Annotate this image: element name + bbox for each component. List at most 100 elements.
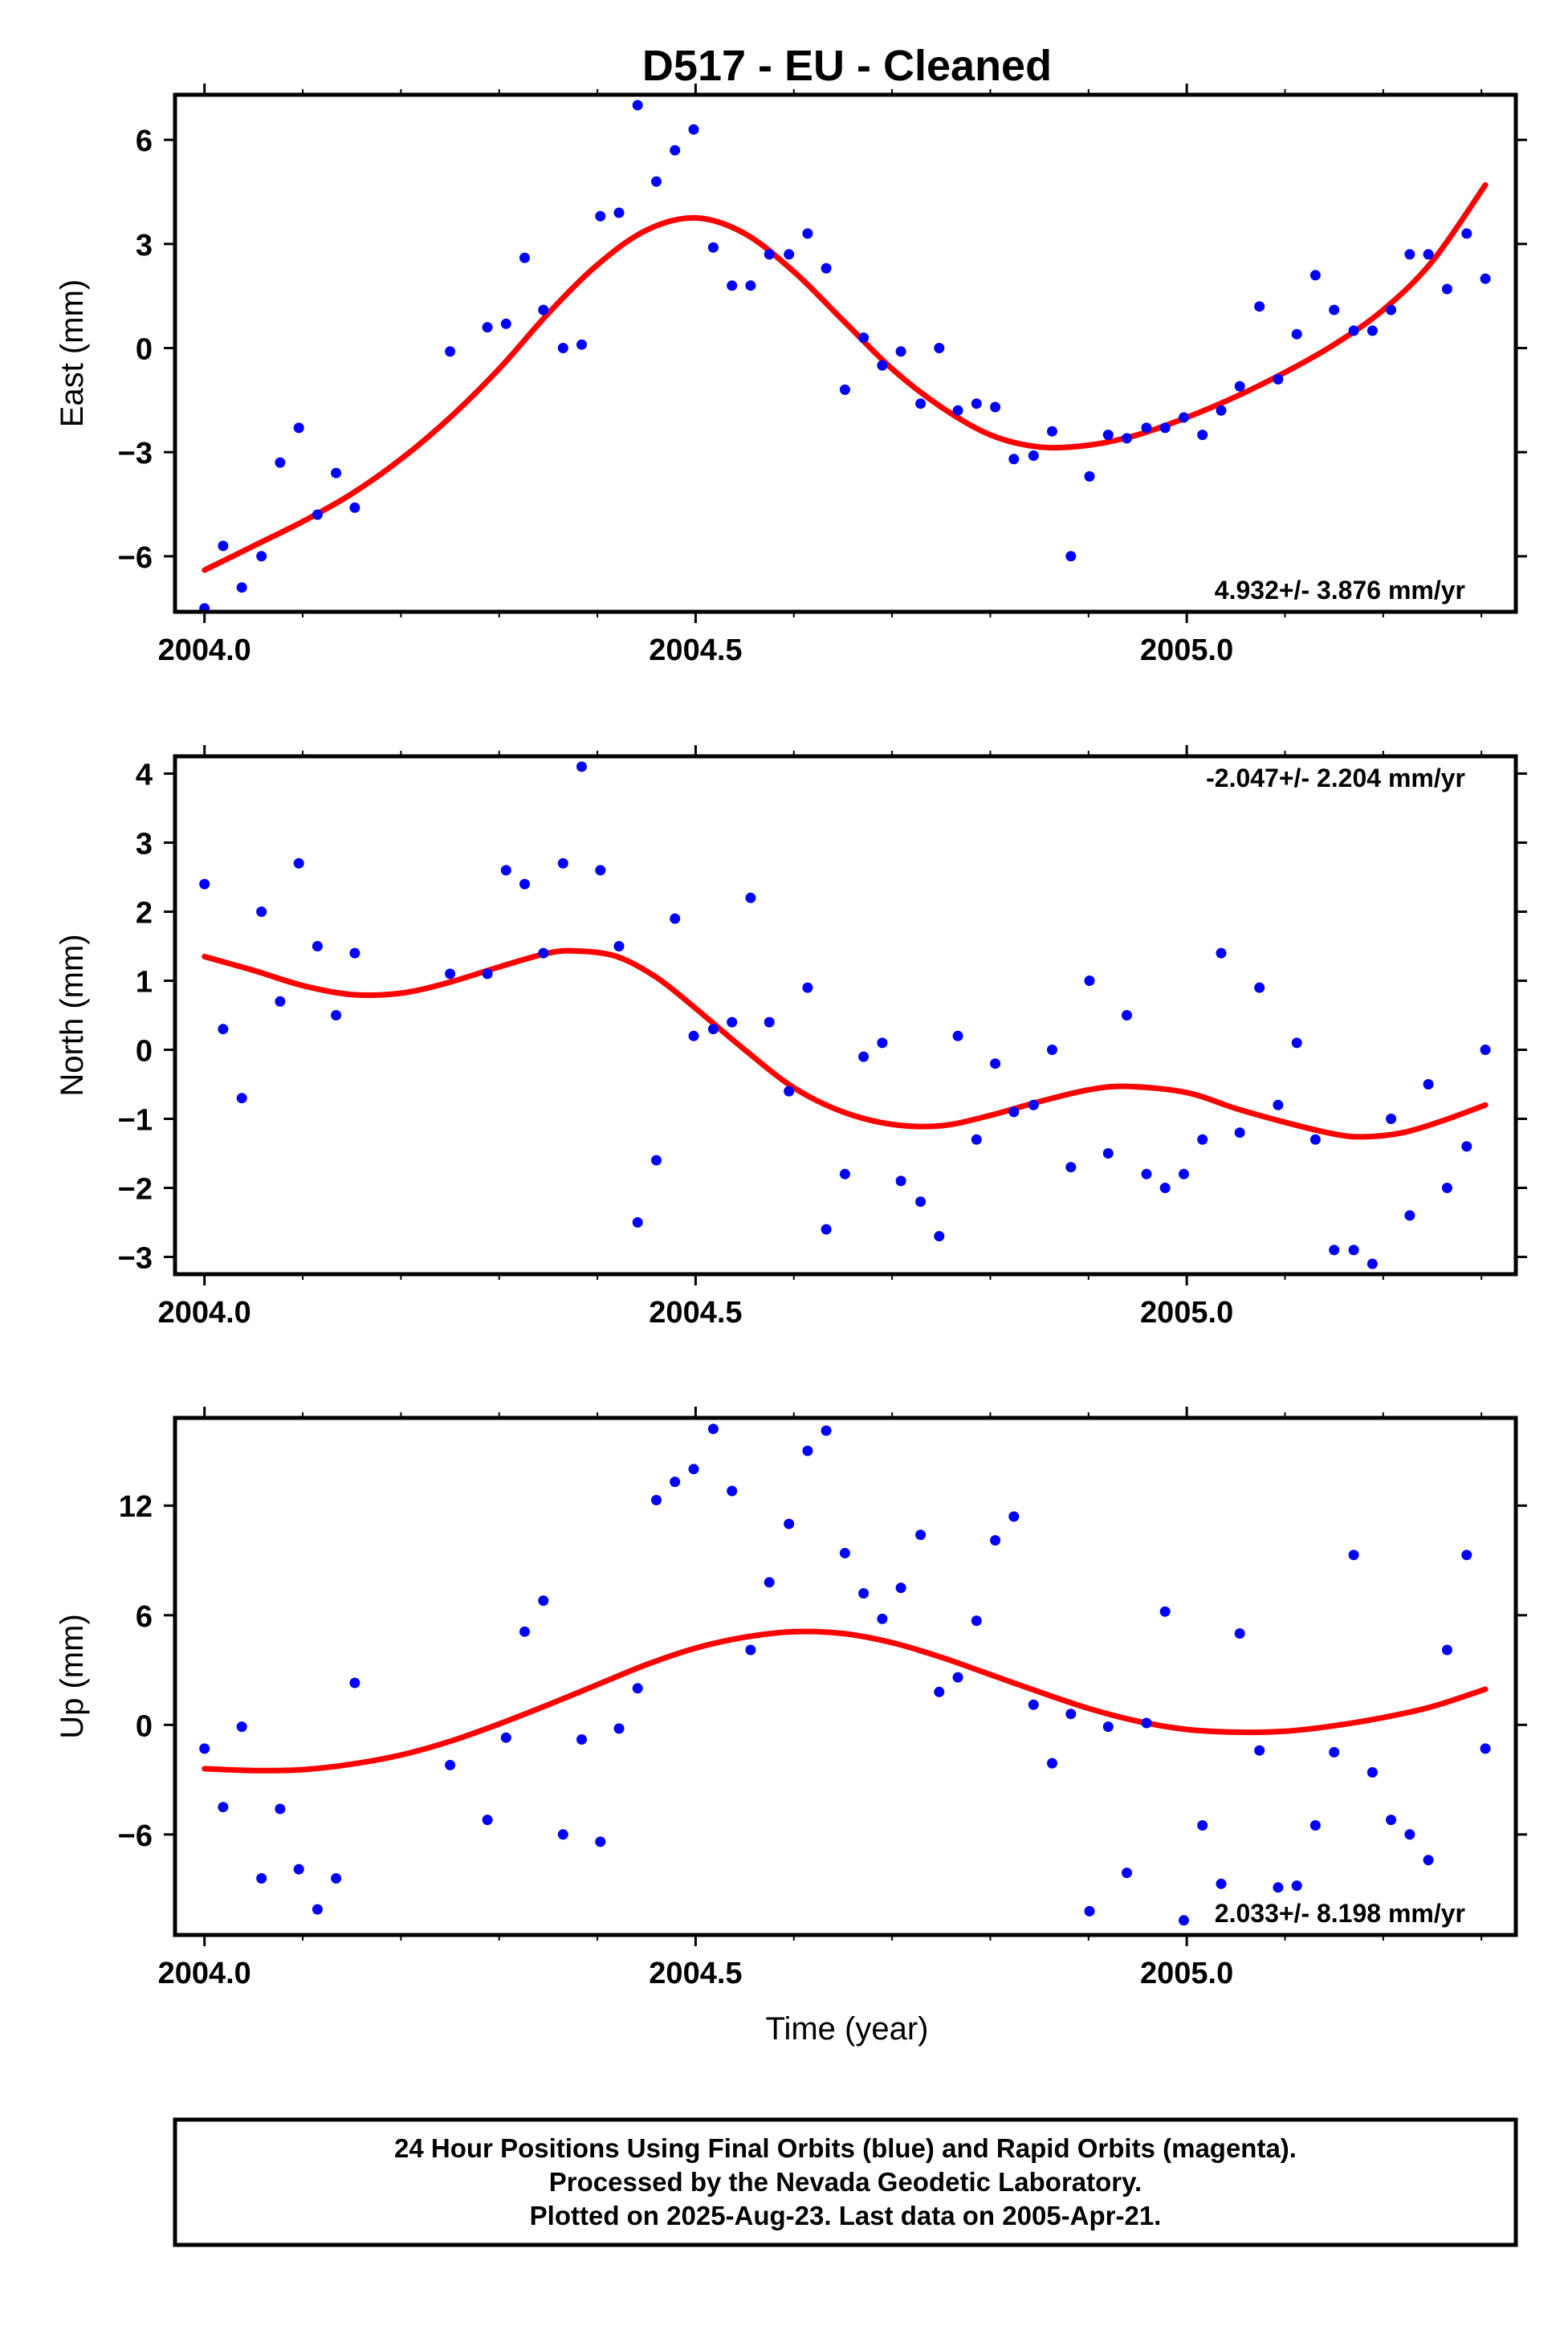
up-data-point: [445, 1759, 456, 1770]
north-data-point: [256, 906, 267, 917]
north-data-point: [1234, 1127, 1245, 1139]
up-ytick-label: 0: [136, 1709, 153, 1743]
up-data-point: [1141, 1717, 1152, 1729]
east-data-point: [500, 318, 511, 329]
up-y-axis-label: Up (mm): [55, 1614, 90, 1739]
up-data-point: [1254, 1745, 1265, 1756]
north-data-point: [952, 1030, 963, 1041]
north-data-point: [482, 968, 493, 980]
east-data-point: [1254, 301, 1265, 312]
north-fit-line: [202, 947, 1489, 1140]
north-data-point: [1159, 1183, 1171, 1193]
up-data-point: [1348, 1550, 1359, 1561]
up-data-point: [1084, 1905, 1095, 1917]
north-rate-label: -2.047+/- 2.204 mm/yr: [1206, 764, 1465, 792]
north-data-point: [934, 1231, 945, 1242]
north-data-point: [1008, 1106, 1020, 1118]
east-data-point: [1141, 422, 1152, 434]
north-y-axis-label: North (mm): [55, 934, 90, 1096]
north-data-point: [877, 1037, 888, 1049]
east-data-point: [915, 398, 927, 409]
north-data-point: [802, 982, 813, 993]
north-ytick-label: 3: [136, 828, 153, 862]
north-xtick-label: 2005.0: [1140, 1296, 1233, 1330]
north-data-point: [293, 857, 304, 869]
east-data-point: [1329, 304, 1340, 316]
east-ytick-label: 0: [136, 333, 153, 367]
east-data-point: [632, 100, 643, 111]
east-data-point: [784, 249, 795, 260]
north-data-point: [331, 1010, 342, 1020]
north-ytick-label: 4: [136, 759, 153, 792]
north-data-point: [312, 941, 323, 951]
up-ytick-label: 6: [136, 1600, 153, 1634]
east-xtick-label: 2004.0: [158, 633, 251, 667]
north-data-point: [595, 865, 606, 876]
north-data-point: [1122, 1010, 1132, 1020]
x-axis-label: Time (year): [766, 2011, 929, 2047]
up-data-point: [934, 1686, 945, 1697]
east-data-point: [1480, 273, 1491, 284]
east-data-point: [1348, 325, 1359, 336]
up-data-point: [1366, 1767, 1378, 1778]
up-data-point: [256, 1873, 267, 1884]
east-ytick-label: 6: [136, 124, 153, 158]
east-data-point: [199, 603, 210, 612]
north-data-point: [519, 878, 530, 890]
up-data-point: [1386, 1815, 1397, 1826]
north-data-point: [1216, 947, 1227, 959]
east-ytick-label: 3: [136, 229, 153, 263]
up-data-point: [613, 1723, 625, 1734]
up-data-point: [1480, 1743, 1491, 1754]
up-data-point: [1329, 1746, 1340, 1758]
east-xtick-label: 2005.0: [1140, 633, 1233, 667]
north-ytick-label: −2: [118, 1173, 153, 1207]
east-data-point: [1309, 270, 1321, 281]
up-data: [199, 1424, 1491, 1926]
up-data-point: [1423, 1855, 1434, 1866]
up-data-point: [895, 1583, 906, 1594]
east-data-point: [1386, 304, 1397, 316]
up-data-point: [1028, 1699, 1039, 1710]
east-data-point: [877, 360, 888, 371]
east-y-axis-label: East (mm): [55, 279, 90, 427]
footer-frame: [173, 2117, 1518, 2247]
footer-line-3: Plotted on 2025-Aug-23. Last data on 200…: [530, 2201, 1162, 2230]
east-data-point: [990, 401, 1001, 413]
north-data-point: [1441, 1183, 1452, 1193]
east-data-point: [519, 252, 530, 263]
east-data-point: [349, 502, 360, 513]
north-data-point: [1179, 1168, 1189, 1179]
north-data-point: [1065, 1162, 1077, 1173]
east-fit-line: [202, 181, 1489, 573]
north-data-point: [557, 857, 568, 869]
up-data-point: [990, 1535, 1001, 1546]
north-xtick-label: 2004.5: [649, 1296, 742, 1330]
east-rate-label: 4.932+/- 3.876 mm/yr: [1215, 576, 1465, 605]
east-data-point: [764, 249, 775, 260]
east-data-point: [1366, 325, 1378, 336]
up-data-point: [915, 1530, 927, 1541]
north-data-point: [236, 1093, 247, 1104]
east-data-point: [1028, 450, 1039, 461]
east-data-point: [482, 322, 493, 333]
up-data-point: [670, 1477, 681, 1488]
east-data-point: [1179, 412, 1189, 423]
east-data-point: [1404, 249, 1415, 260]
up-data-point: [839, 1547, 850, 1558]
up-data-point: [877, 1613, 888, 1624]
east-data-point: [312, 509, 323, 520]
east-data-point: [557, 343, 568, 353]
up-panel: 2004.0 2004.5 2005.0 −6 0 6 12 Up (mm) 2.033+/- …: [55, 1407, 1527, 1990]
east-data-point: [576, 339, 587, 350]
north-data-point: [576, 761, 587, 772]
east-data-point: [218, 540, 229, 552]
east-data-point: [275, 457, 286, 468]
up-data-point: [275, 1803, 286, 1815]
up-data-point: [764, 1577, 775, 1588]
east-data-point: [934, 343, 945, 353]
north-data-point: [895, 1175, 906, 1187]
up-data-point: [1065, 1709, 1077, 1720]
east-data-point: [1216, 405, 1227, 416]
